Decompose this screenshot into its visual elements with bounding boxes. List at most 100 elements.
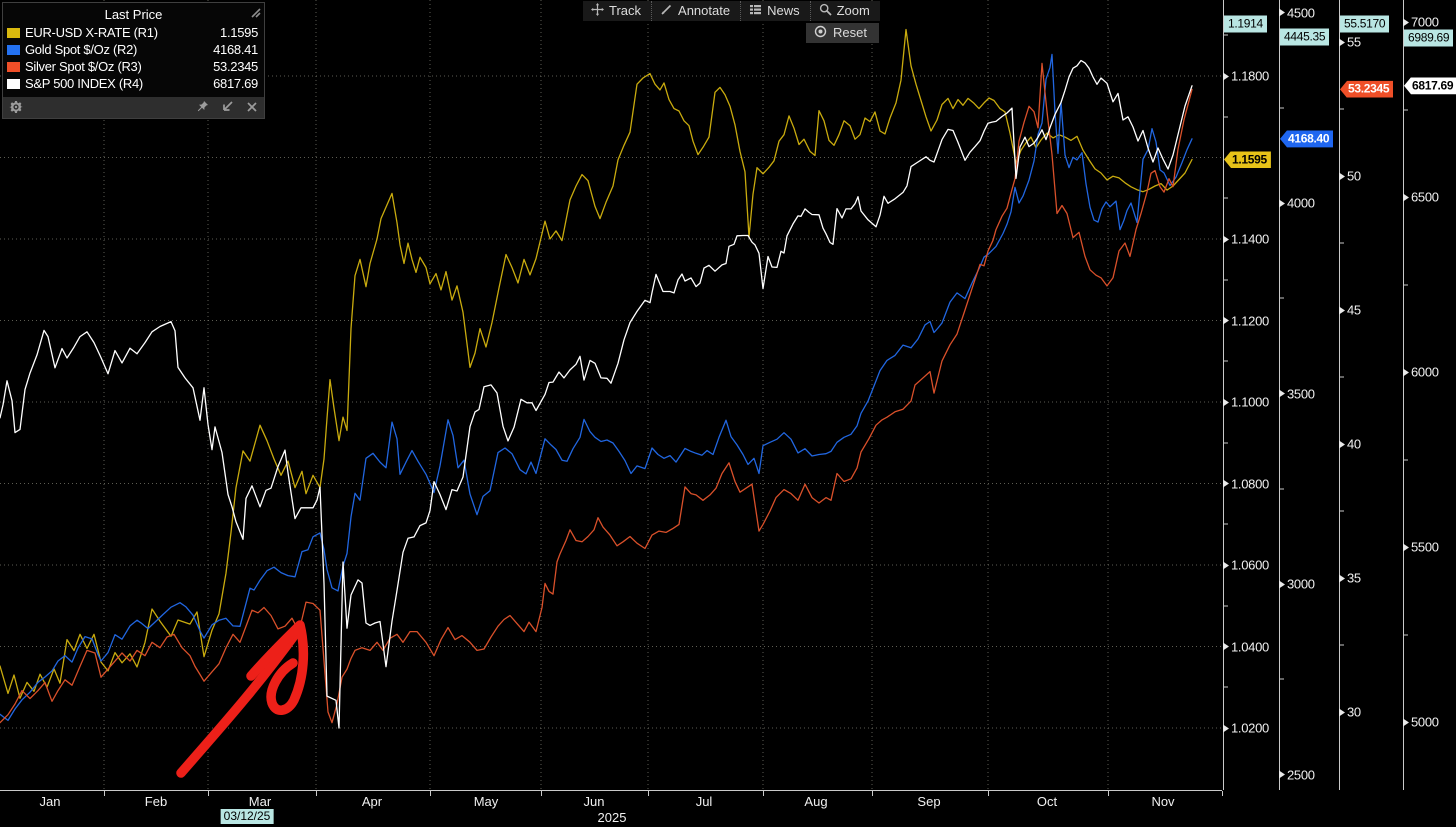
axis-tick-arrow xyxy=(1223,724,1229,732)
axis-tick: 5500 xyxy=(1403,540,1439,555)
axis-minor-tick xyxy=(1223,686,1228,688)
legend-series-value: 6817.69 xyxy=(213,76,258,91)
legend-series-label: Silver Spot $/Oz (R3) xyxy=(25,59,142,74)
gear-icon[interactable] xyxy=(9,100,23,116)
axis-tick-arrow xyxy=(1403,718,1409,726)
axis-minor-tick xyxy=(1279,488,1284,490)
annotation-arrow xyxy=(176,624,304,778)
axis-tick: 40 xyxy=(1339,437,1361,452)
legend-swatch xyxy=(7,78,20,89)
axis-tick-arrow xyxy=(1279,389,1285,398)
month-label-apr: Apr xyxy=(361,794,383,809)
axis-tick-label: 1.1200 xyxy=(1231,313,1269,328)
legend-swatch xyxy=(7,44,20,55)
axis-tick: 7000 xyxy=(1403,15,1439,30)
news-list-icon xyxy=(749,3,762,19)
news-button[interactable]: News xyxy=(740,1,810,21)
axis-tick-arrow xyxy=(1223,316,1229,325)
axis-minor-tick xyxy=(1403,284,1408,285)
axis-tick-label: 7000 xyxy=(1411,14,1439,30)
axis-tick: 1.1800 xyxy=(1223,69,1269,84)
axis-tick-arrow xyxy=(1339,38,1345,46)
axis-minor-tick xyxy=(1403,459,1408,460)
axis-tick: 1.1000 xyxy=(1223,395,1269,410)
axis-tick-arrow xyxy=(1279,770,1285,779)
axis-R1[interactable]: 1.1800 1.1400 1.1200 1.1000 1.0800 1.0600 1.04… xyxy=(1223,0,1278,790)
legend-series-value: 1.1595 xyxy=(220,25,258,40)
month-label-jan: Jan xyxy=(39,794,61,809)
month-label-jul: Jul xyxy=(695,794,713,809)
x-axis-tick xyxy=(430,791,431,796)
axis-tick-label: 1.0200 xyxy=(1231,720,1269,736)
series-line-s-p-500-index xyxy=(0,59,1193,729)
legend-swatch xyxy=(7,61,20,72)
chart-plot-area[interactable] xyxy=(0,0,1222,790)
month-label-mar: Mar xyxy=(248,794,272,809)
legend-series-label: Gold Spot $/Oz (R2) xyxy=(25,42,138,57)
period-high-badge: 1.1914 xyxy=(1224,15,1267,33)
x-axis-tick xyxy=(1222,791,1223,796)
x-axis-tick xyxy=(872,791,873,796)
x-axis-tick xyxy=(104,791,105,796)
legend-series-value: 4168.41 xyxy=(213,42,258,57)
legend-panel[interactable]: Last Price EUR-USD X-RATE (R1) 1.1595 Gold… xyxy=(2,2,265,119)
axis-minor-tick xyxy=(1223,197,1228,199)
axis-minor-tick xyxy=(1223,523,1228,525)
axis-tick-arrow xyxy=(1279,580,1285,588)
track-button[interactable]: Track xyxy=(583,1,652,21)
period-high-badge: 6989.69 xyxy=(1404,29,1454,47)
axis-R2[interactable]: 4500 4000 3500 3000 2500 4445.35 4168.40 xyxy=(1279,0,1334,790)
axis-minor-tick xyxy=(1223,360,1228,362)
x-axis-tick xyxy=(1108,791,1109,796)
axis-minor-tick xyxy=(1279,678,1284,680)
month-label-jun: Jun xyxy=(583,794,605,809)
axis-tick-arrow xyxy=(1223,398,1229,406)
x-axis-tick xyxy=(208,791,209,796)
news-button-label: News xyxy=(767,3,800,18)
annotate-button[interactable]: Annotate xyxy=(651,1,741,21)
axis-R3[interactable]: 55 50 45 40 35 30 55.5170 53.2345 xyxy=(1339,0,1394,790)
axis-minor-tick xyxy=(1339,108,1344,110)
pushpin-icon[interactable] xyxy=(196,100,209,115)
legend-rows: EUR-USD X-RATE (R1) 1.1595 Gold Spot $/Oz … xyxy=(3,24,264,92)
axis-tick: 1.0800 xyxy=(1223,476,1269,491)
axis-line xyxy=(1403,0,1404,790)
axis-tick-arrow xyxy=(1223,72,1229,80)
axis-tick: 55 xyxy=(1339,35,1361,50)
reset-button[interactable]: Reset xyxy=(806,23,879,43)
axis-tick: 5000 xyxy=(1403,715,1439,730)
axis-tick: 3000 xyxy=(1279,577,1315,592)
annotation-arrow xyxy=(246,620,309,715)
legend-row: Silver Spot $/Oz (R3) 53.2345 xyxy=(3,58,264,75)
axis-minor-tick xyxy=(1279,107,1284,109)
axis-minor-tick xyxy=(1279,297,1284,299)
axis-tick-label: 1.1000 xyxy=(1231,394,1269,410)
legend-row: Gold Spot $/Oz (R2) 4168.41 xyxy=(3,41,264,58)
axis-minor-tick xyxy=(1223,442,1228,444)
axis-tick-arrow xyxy=(1339,440,1345,448)
axis-minor-tick xyxy=(1403,634,1408,635)
axis-tick: 1.0600 xyxy=(1223,558,1269,573)
axis-tick: 1.1400 xyxy=(1223,232,1269,247)
axis-tick-arrow xyxy=(1403,18,1409,26)
axis-line xyxy=(1223,0,1224,790)
legend-series-label: S&P 500 INDEX (R4) xyxy=(25,76,143,91)
axis-R4[interactable]: 7000 6500 6000 5500 5000 6989.69 6817.69 xyxy=(1403,0,1456,790)
zoom-button[interactable]: Zoom xyxy=(809,1,880,21)
axis-tick-label: 1.1800 xyxy=(1231,68,1269,84)
axis-tick-arrow xyxy=(1339,306,1345,314)
axis-tick: 30 xyxy=(1339,705,1361,720)
legend-resize-handle-icon[interactable] xyxy=(249,5,261,23)
arrow-down-left-icon[interactable] xyxy=(221,100,234,115)
close-icon[interactable] xyxy=(246,101,258,115)
axis-minor-tick xyxy=(1339,242,1344,244)
period-high-badge: 55.5170 xyxy=(1340,15,1390,33)
axis-tick-label: 40 xyxy=(1347,436,1361,452)
x-axis-tick xyxy=(541,791,542,796)
x-axis-date-badge: 03/12/25 xyxy=(220,809,274,824)
x-axis-tick xyxy=(988,791,989,796)
track-button-label: Track xyxy=(609,3,642,18)
axis-tick-arrow xyxy=(1339,172,1345,180)
axis-tick-label: 3500 xyxy=(1287,386,1315,401)
